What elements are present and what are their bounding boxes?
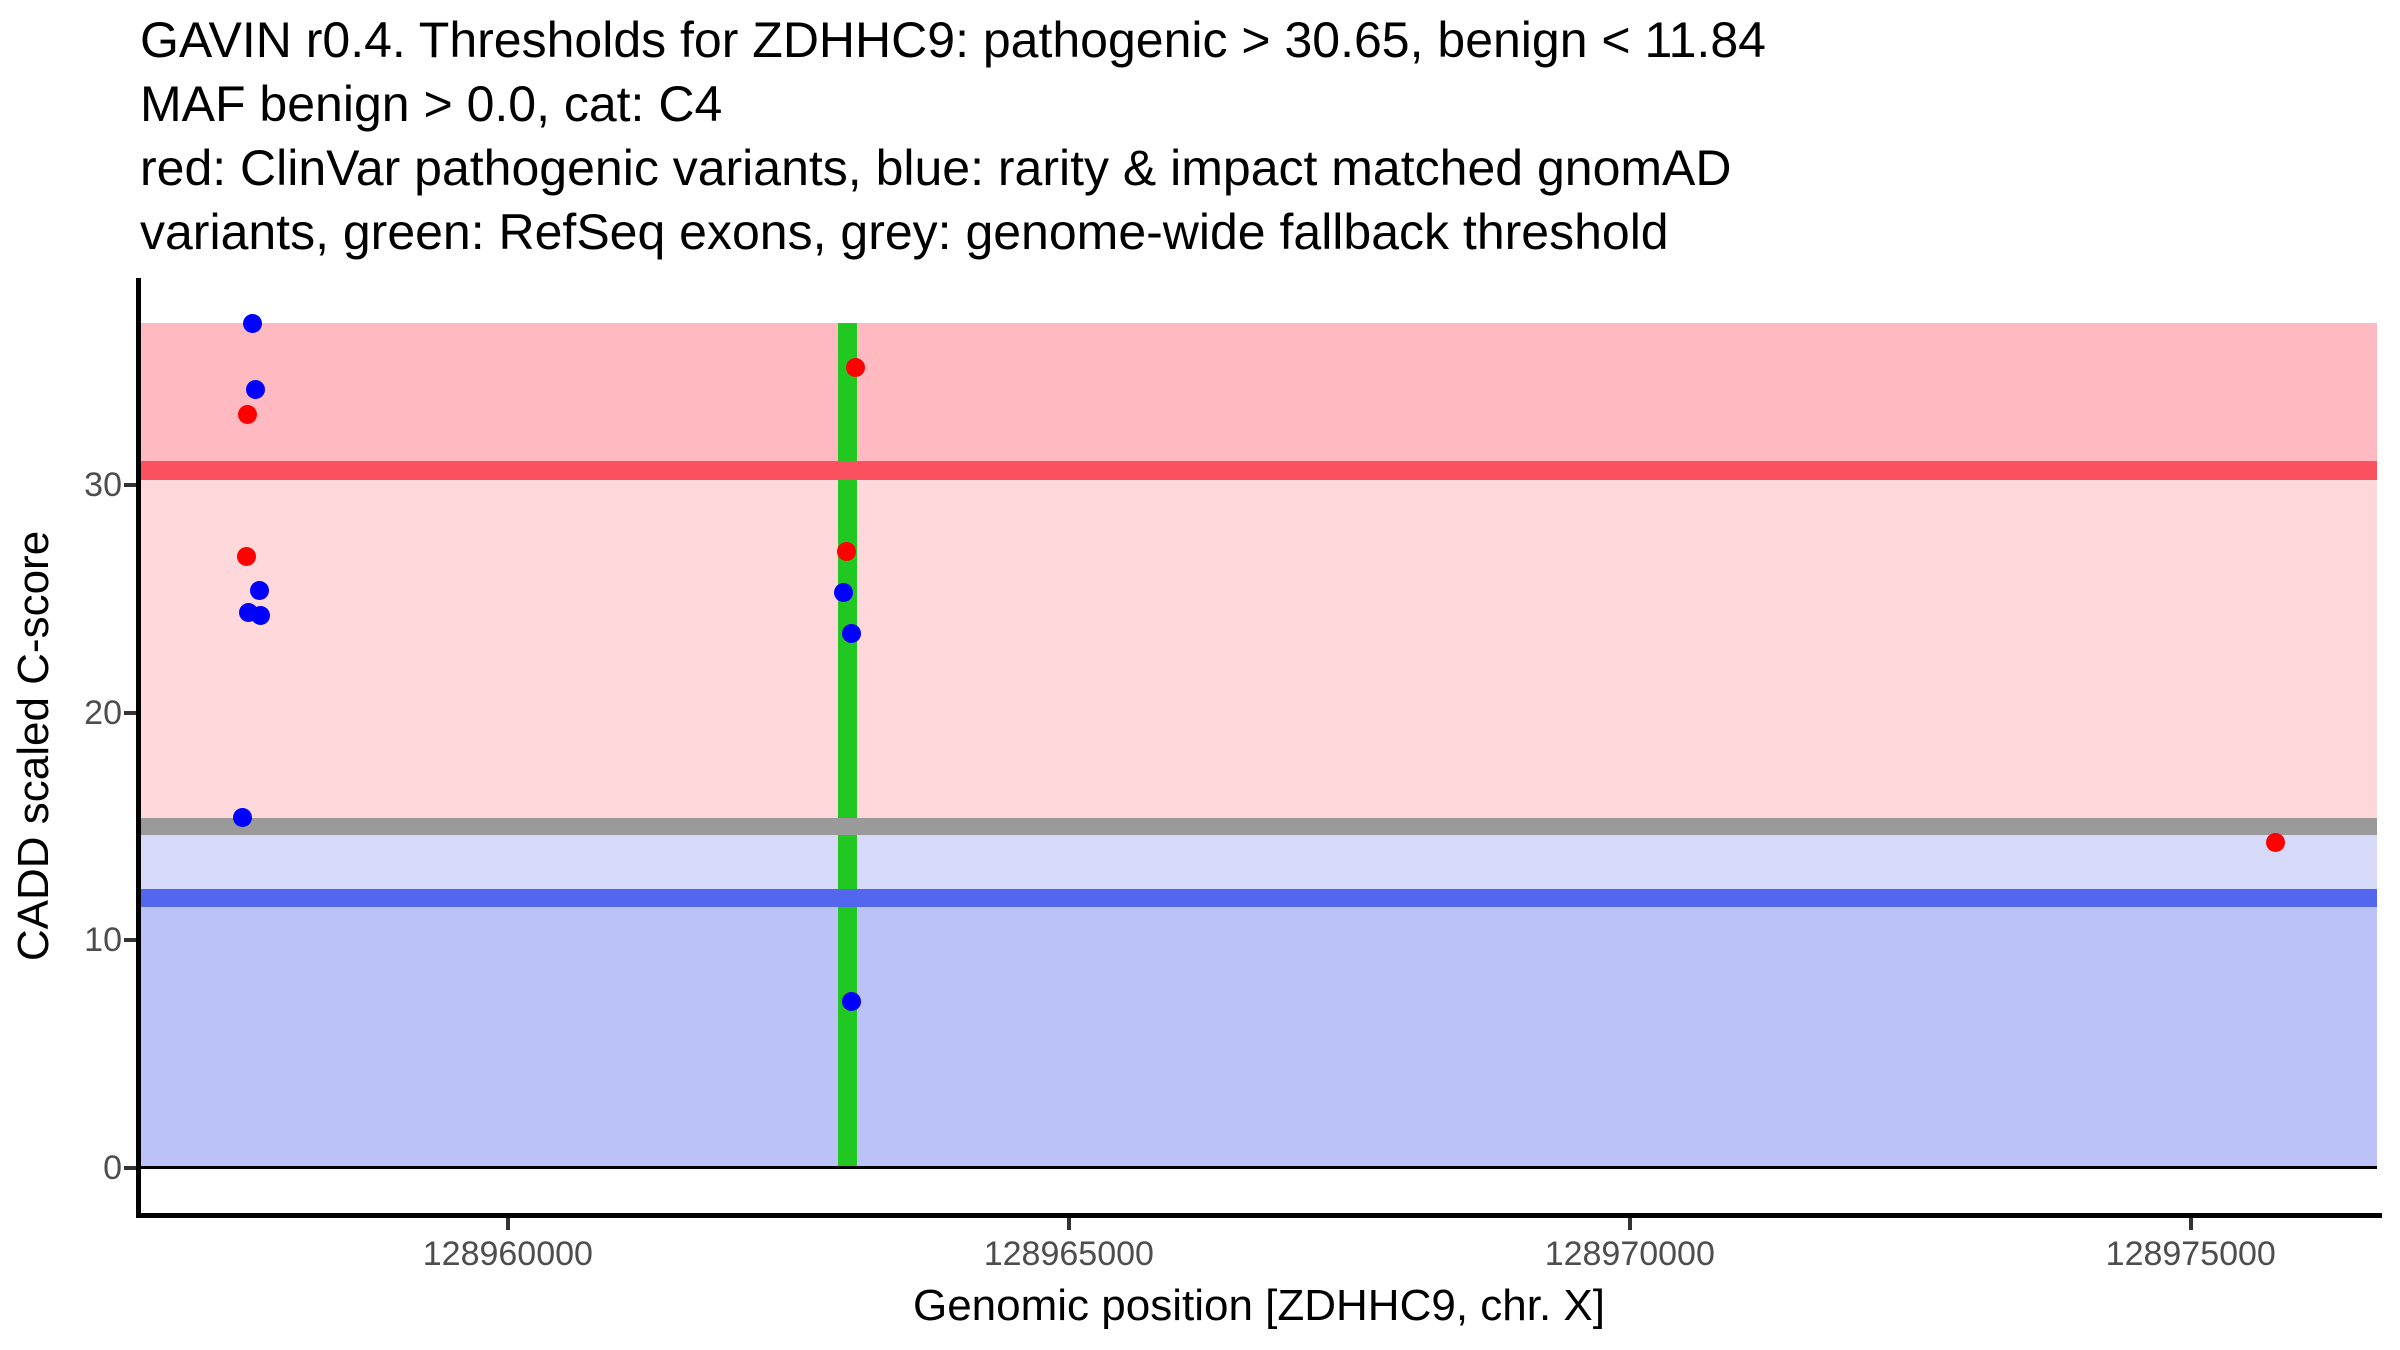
y-axis-tick-label: 30 <box>84 466 122 505</box>
chart-title: GAVIN r0.4. Thresholds for ZDHHC9: patho… <box>140 8 1766 264</box>
x-axis-tick-label: 128970000 <box>1544 1235 1715 1273</box>
clinvar-pathogenic-point <box>237 546 256 566</box>
clinvar-pathogenic-point <box>238 405 258 425</box>
x-axis-tick-label: 128960000 <box>422 1235 593 1273</box>
gnomad-matched-point <box>841 623 861 643</box>
x-axis-tick <box>1066 1218 1071 1230</box>
gnomad-matched-point <box>251 605 271 625</box>
gnomad-matched-point <box>242 314 262 334</box>
band-pathogenic-zone <box>141 323 2377 471</box>
x-axis-tick-label: 128975000 <box>2105 1235 2276 1273</box>
y-axis-tick-label: 0 <box>103 1148 122 1187</box>
gnomad-matched-point <box>841 992 861 1012</box>
chart-title-line-4: variants, green: RefSeq exons, grey: gen… <box>140 204 1669 260</box>
clinvar-pathogenic-point <box>2266 833 2286 853</box>
threshold-line-genome-wide-fallback-threshold <box>141 817 2377 835</box>
gnomad-matched-point <box>250 580 270 600</box>
threshold-line-zero-baseline <box>141 1166 2377 1169</box>
clinvar-pathogenic-point <box>845 357 865 377</box>
x-axis-tick <box>1627 1218 1632 1230</box>
y-axis-tick-label: 20 <box>84 693 122 732</box>
x-axis-title: Genomic position [ZDHHC9, chr. X] <box>912 1281 1605 1330</box>
y-axis-line <box>136 278 141 1218</box>
gnomad-matched-point <box>232 808 252 828</box>
band-intermediate-zone <box>141 826 2377 899</box>
threshold-line-benign-threshold <box>141 889 2377 908</box>
band-likely-pathogenic-zone <box>141 470 2377 827</box>
x-axis-tick <box>505 1218 510 1230</box>
clinvar-pathogenic-point <box>836 541 856 561</box>
chart-title-line-1: GAVIN r0.4. Thresholds for ZDHHC9: patho… <box>140 12 1766 68</box>
x-axis-line <box>136 1213 2382 1218</box>
chart-title-line-2: MAF benign > 0.0, cat: C4 <box>140 76 723 132</box>
gnomad-matched-point <box>834 582 854 602</box>
x-axis-tick <box>2188 1218 2193 1230</box>
y-axis-tick <box>124 483 136 488</box>
y-axis-title: CADD scaled C-score <box>9 530 58 962</box>
band-benign-zone <box>141 898 2377 1168</box>
y-axis-tick <box>124 938 136 942</box>
threshold-line-pathogenic-threshold <box>141 460 2377 480</box>
x-axis-tick-label: 128965000 <box>983 1235 1154 1273</box>
chart-title-line-3: red: ClinVar pathogenic variants, blue: … <box>140 140 1732 196</box>
y-axis-tick-label: 10 <box>84 921 122 959</box>
gnomad-matched-point <box>245 380 265 400</box>
y-axis-tick <box>124 710 136 715</box>
plot-panel <box>141 278 2377 1213</box>
exon-marker <box>838 323 857 1168</box>
y-axis-tick <box>124 1165 136 1170</box>
